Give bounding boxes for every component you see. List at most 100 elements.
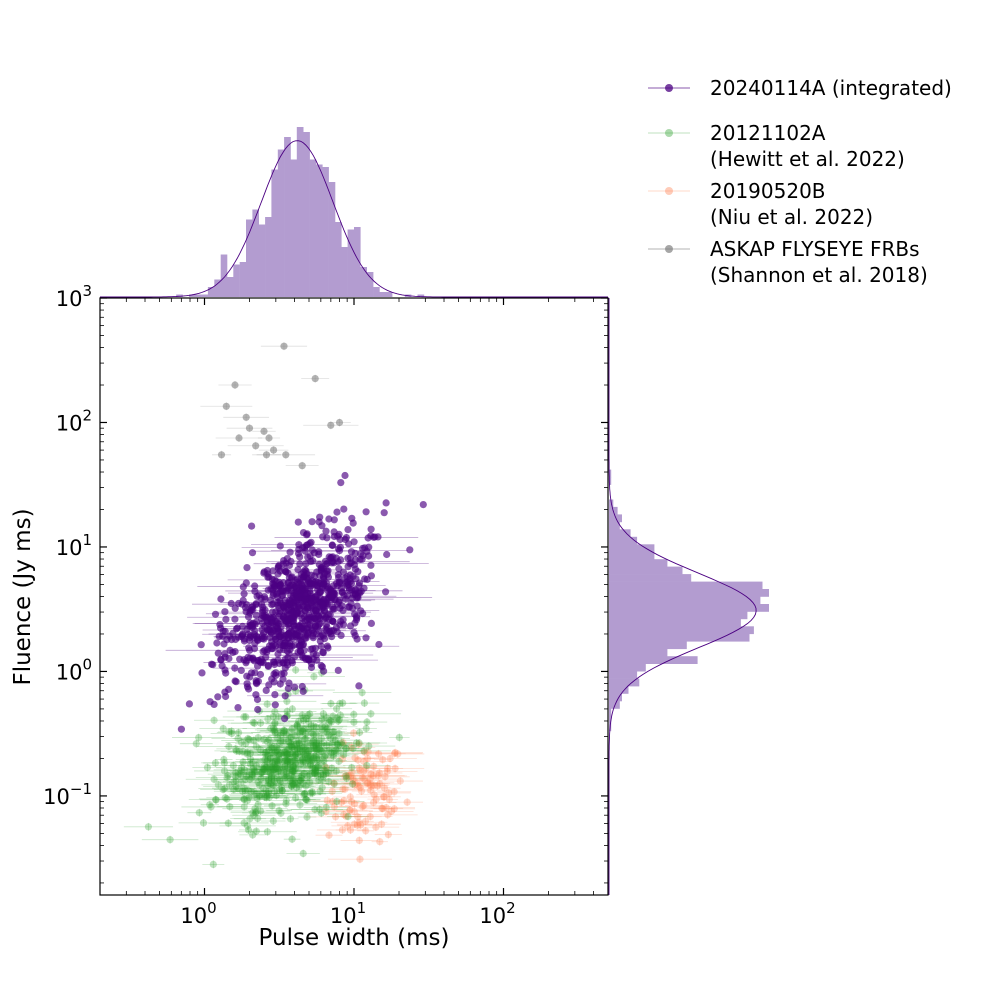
data-point xyxy=(292,794,300,802)
data-point xyxy=(268,781,276,789)
data-point xyxy=(265,434,273,442)
data-point xyxy=(317,770,325,778)
data-point xyxy=(354,782,362,790)
data-point xyxy=(275,751,283,759)
data-point xyxy=(265,793,273,801)
data-point xyxy=(357,821,365,829)
data-point xyxy=(210,700,218,709)
data-point xyxy=(346,554,354,562)
data-point xyxy=(268,763,276,771)
data-point xyxy=(270,766,278,774)
data-point xyxy=(260,766,268,774)
data-point xyxy=(311,770,319,778)
data-point xyxy=(383,550,391,559)
data-point xyxy=(281,774,289,782)
top-histogram xyxy=(100,127,608,298)
data-point xyxy=(275,610,283,618)
data-point xyxy=(271,635,280,643)
data-point xyxy=(307,538,315,546)
data-point xyxy=(353,779,361,787)
data-point xyxy=(197,641,205,649)
histogram-bar xyxy=(417,294,425,297)
data-point xyxy=(340,505,348,513)
data-point xyxy=(293,723,302,731)
data-point xyxy=(283,584,291,592)
data-point xyxy=(232,782,240,791)
data-point xyxy=(217,451,226,459)
data-point xyxy=(269,713,277,721)
data-point xyxy=(291,652,299,661)
data-point xyxy=(231,664,239,672)
data-point xyxy=(267,754,275,762)
data-point xyxy=(289,618,297,626)
data-point xyxy=(281,566,289,574)
data-point xyxy=(276,756,284,764)
data-point xyxy=(288,743,296,752)
data-point xyxy=(245,770,253,779)
data-point xyxy=(299,758,307,766)
data-point xyxy=(274,650,282,658)
data-point xyxy=(298,462,306,470)
data-point xyxy=(225,654,233,663)
data-point xyxy=(303,754,311,763)
data-point xyxy=(326,734,334,742)
data-point xyxy=(250,645,259,653)
data-point xyxy=(286,548,294,556)
data-point xyxy=(374,772,382,780)
data-point xyxy=(282,770,291,778)
data-point xyxy=(250,768,258,776)
data-point xyxy=(270,446,278,454)
data-point xyxy=(306,778,314,786)
data-point xyxy=(225,728,233,736)
data-point xyxy=(321,723,329,731)
data-point xyxy=(348,594,356,602)
data-point xyxy=(312,769,320,777)
data-point xyxy=(273,734,281,742)
data-point xyxy=(351,754,359,762)
data-point xyxy=(259,606,267,614)
histogram-bar xyxy=(379,292,387,297)
data-point xyxy=(265,681,273,689)
data-point xyxy=(307,789,315,797)
data-point xyxy=(291,779,299,787)
data-point xyxy=(232,747,240,755)
data-point xyxy=(306,760,315,768)
data-point xyxy=(355,818,363,826)
data-point xyxy=(280,659,288,667)
data-point xyxy=(277,809,285,817)
data-point xyxy=(287,592,295,600)
data-point xyxy=(384,764,392,773)
data-point xyxy=(322,764,330,772)
data-point xyxy=(286,762,294,770)
data-point xyxy=(313,763,321,771)
data-point xyxy=(241,775,249,784)
data-point xyxy=(330,779,338,787)
data-point xyxy=(277,737,285,745)
data-point xyxy=(330,528,338,536)
data-point xyxy=(337,739,346,747)
histogram-bar xyxy=(360,267,367,297)
data-point xyxy=(287,749,295,758)
data-point xyxy=(222,615,230,624)
data-point xyxy=(307,761,315,769)
data-point xyxy=(269,817,277,825)
data-point xyxy=(251,769,259,777)
data-point xyxy=(309,650,317,658)
data-point xyxy=(239,622,247,631)
data-point xyxy=(382,499,390,507)
y-tick-base: 10 xyxy=(56,411,83,435)
data-point xyxy=(334,545,342,553)
histogram-bar xyxy=(609,566,683,575)
histogram-bar xyxy=(609,559,668,567)
data-point xyxy=(380,509,388,517)
data-point xyxy=(335,565,343,573)
data-point xyxy=(309,753,318,762)
data-point xyxy=(262,451,271,459)
data-point xyxy=(293,721,301,729)
data-point xyxy=(290,745,298,753)
data-point xyxy=(330,733,338,741)
data-point xyxy=(220,759,228,767)
histogram-bar xyxy=(277,149,285,297)
data-point xyxy=(364,754,372,763)
data-point xyxy=(358,774,366,782)
